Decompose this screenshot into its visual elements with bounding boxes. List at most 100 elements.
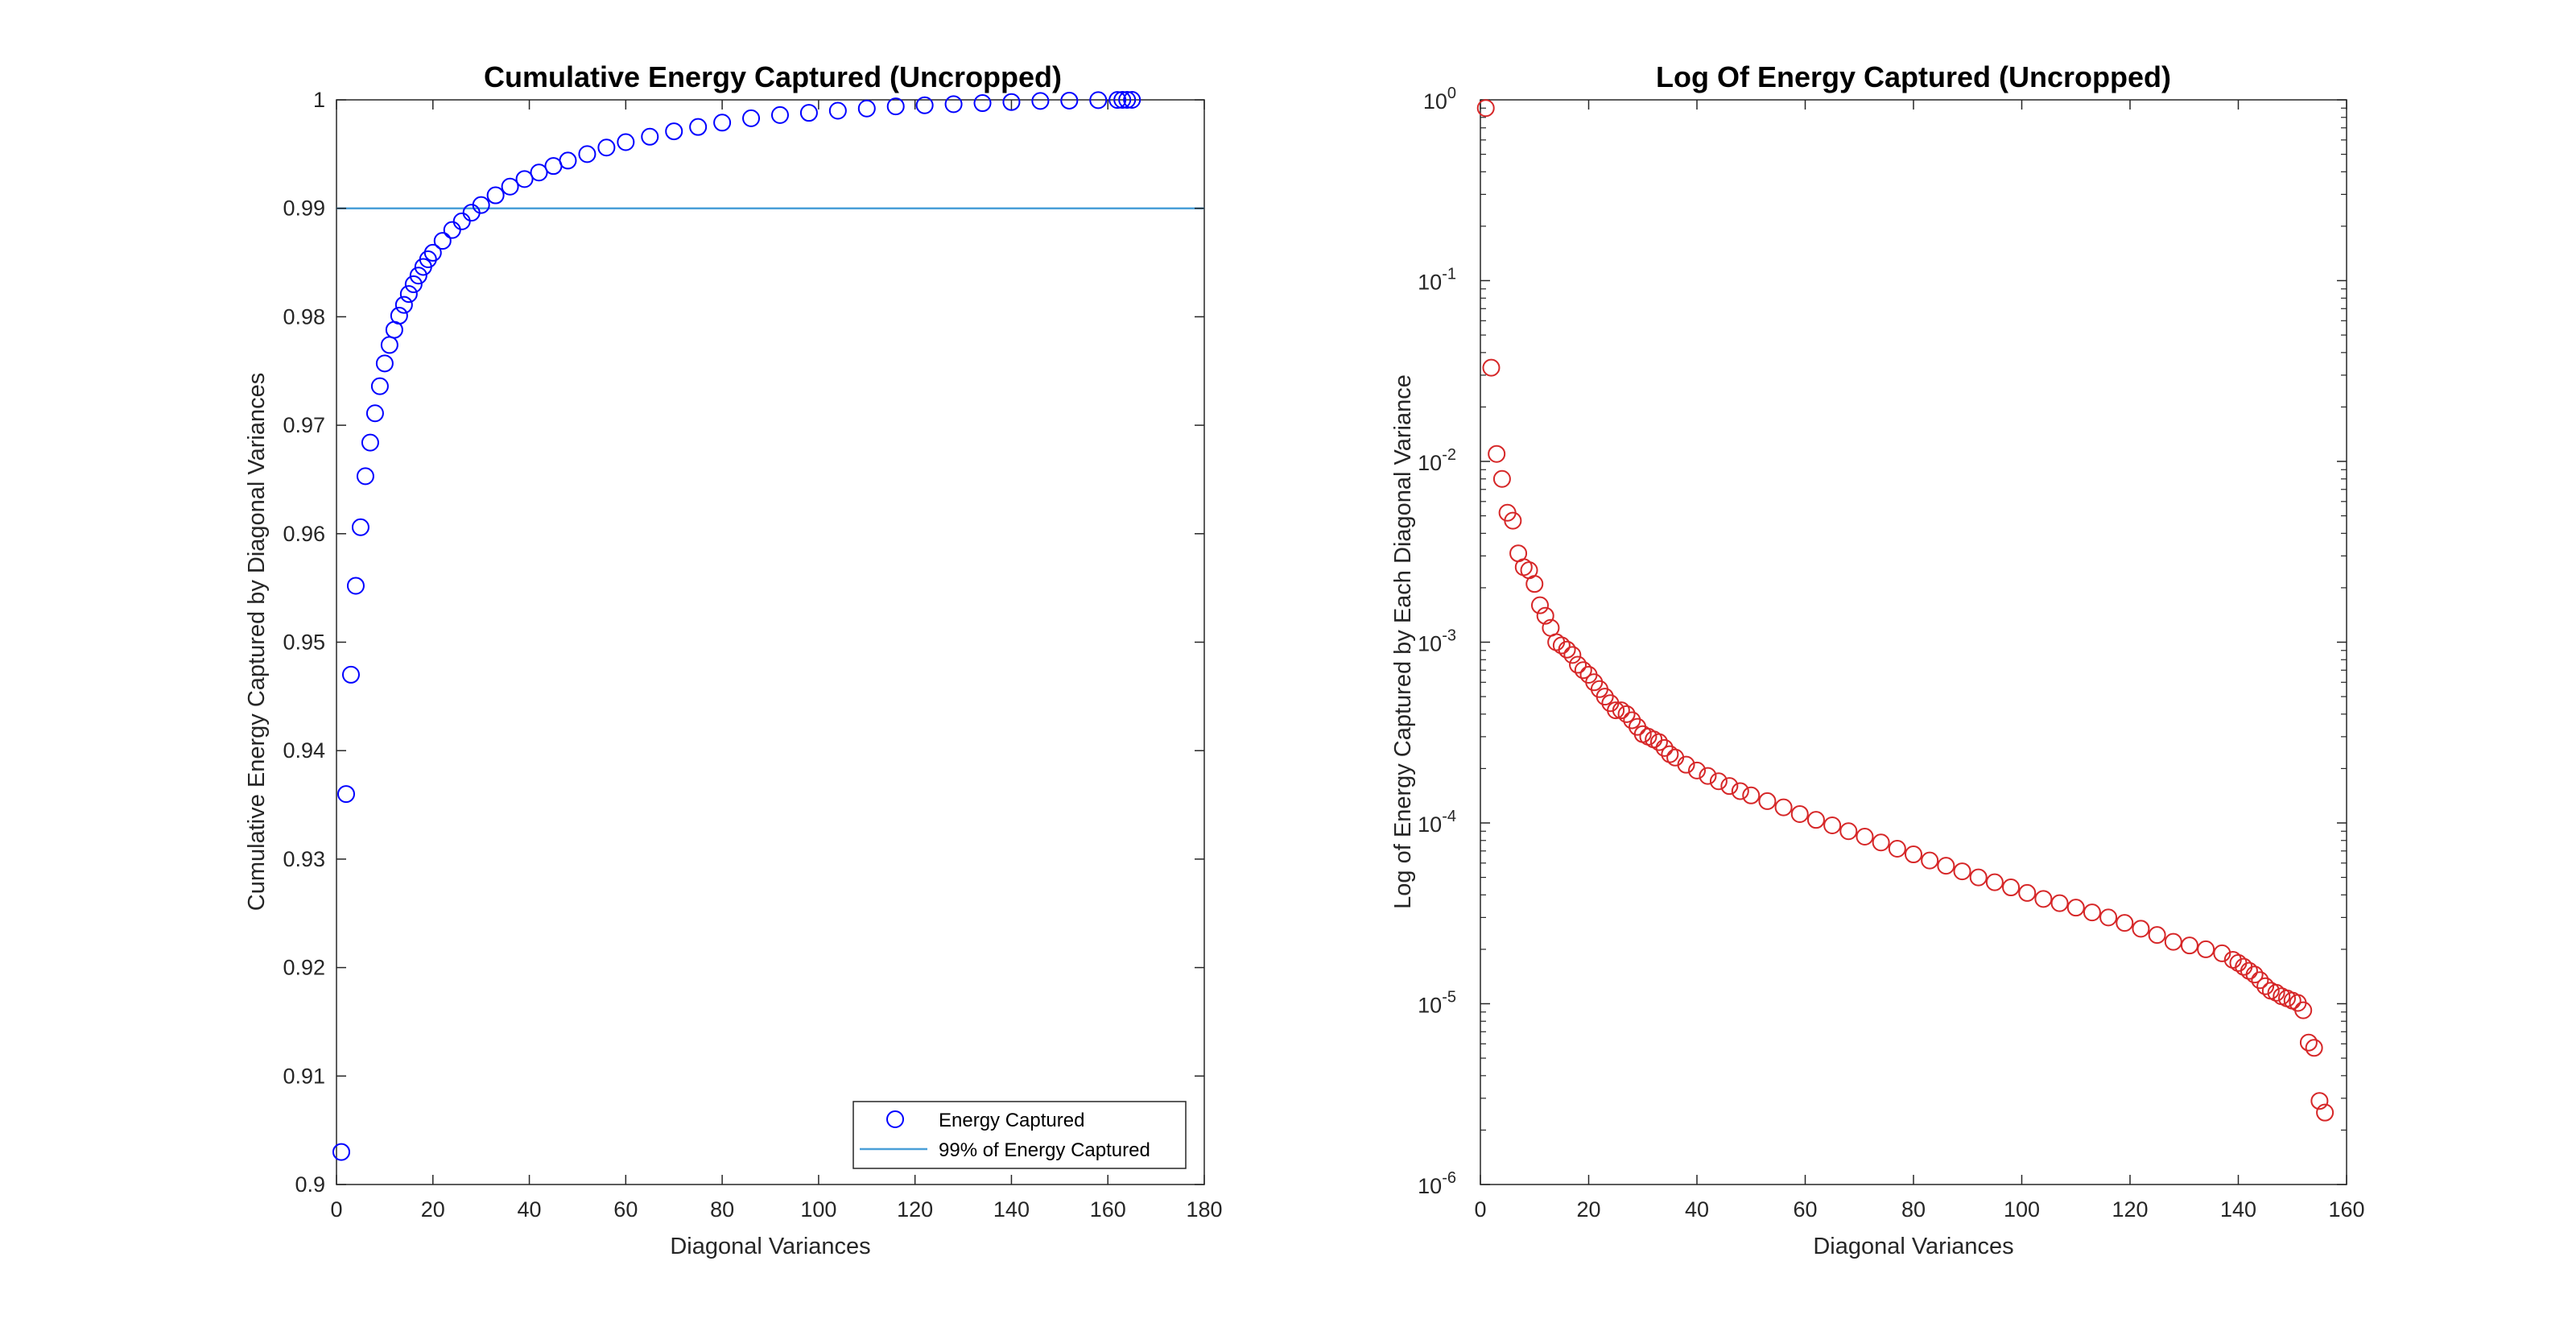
data-point xyxy=(1536,606,1554,625)
data-point xyxy=(1790,804,1809,823)
y-axis-label: Cumulative Energy Captured by Diagonal V… xyxy=(244,373,270,911)
x-tick-label: 100 xyxy=(800,1197,836,1222)
data-point xyxy=(1123,91,1141,109)
data-point xyxy=(501,177,519,196)
x-tick-label: 120 xyxy=(897,1197,933,1222)
data-point xyxy=(886,97,905,116)
y-tick-label: 10-6 xyxy=(1418,1169,1456,1198)
data-point xyxy=(2083,903,2101,922)
data-point xyxy=(1774,798,1793,817)
x-tick-label: 180 xyxy=(1186,1197,1222,1222)
data-point xyxy=(2251,971,2269,990)
data-point xyxy=(1731,782,1749,800)
data-point xyxy=(1607,701,1625,720)
data-point xyxy=(1720,777,1739,796)
data-point xyxy=(1488,444,1506,463)
x-tick-label: 60 xyxy=(613,1197,638,1222)
data-point xyxy=(1596,688,1614,706)
data-point xyxy=(2267,983,2285,1002)
data-point xyxy=(351,518,369,536)
plot-area xyxy=(1480,99,2347,1185)
data-point xyxy=(332,1143,350,1161)
data-point xyxy=(1612,701,1630,720)
data-point xyxy=(1552,636,1571,655)
data-point xyxy=(1823,816,1842,834)
data-point xyxy=(1688,761,1706,779)
data-point xyxy=(1985,873,2004,891)
data-point xyxy=(2180,936,2198,955)
data-point xyxy=(1677,755,1695,774)
legend-label-99: 99% of Energy Captured xyxy=(939,1139,1150,1161)
x-tick-label: 160 xyxy=(1090,1197,1126,1222)
data-point xyxy=(2034,890,2053,908)
data-point xyxy=(486,186,505,205)
data-point xyxy=(530,163,548,182)
data-point xyxy=(617,133,635,151)
data-point xyxy=(2305,1039,2323,1057)
data-point xyxy=(515,170,534,188)
data-point xyxy=(365,404,384,423)
data-point xyxy=(1969,868,1988,887)
x-tick-label: 0 xyxy=(330,1197,342,1222)
data-point xyxy=(689,118,708,136)
data-point xyxy=(973,94,992,113)
data-point xyxy=(2316,1103,2334,1122)
data-point xyxy=(944,95,963,114)
y-axis-label: Log of Energy Captured by Each Diagonal … xyxy=(1390,374,1416,909)
data-point xyxy=(2256,977,2275,995)
data-point xyxy=(2245,965,2264,984)
x-tick-label: 140 xyxy=(993,1197,1030,1222)
data-point xyxy=(346,577,365,595)
data-point xyxy=(742,109,761,127)
data-point xyxy=(915,96,934,114)
data-point xyxy=(1563,646,1582,664)
legend: Energy Captured 99% of Energy Captured xyxy=(852,1101,1187,1169)
data-point xyxy=(404,275,423,293)
data-point xyxy=(1839,822,1858,841)
data-point xyxy=(1856,827,1874,845)
data-point xyxy=(2164,932,2182,951)
y-tick-label: 0.98 xyxy=(283,304,325,329)
data-point xyxy=(1031,92,1050,110)
data-point xyxy=(341,665,360,684)
data-point xyxy=(1623,711,1641,730)
x-tick-label: 100 xyxy=(2004,1197,2040,1222)
data-points xyxy=(1476,99,2334,1122)
data-point xyxy=(2299,1033,2318,1052)
data-point xyxy=(770,105,789,124)
data-point xyxy=(472,196,490,214)
x-tick-label: 0 xyxy=(1474,1197,1486,1222)
data-point xyxy=(2002,879,2021,897)
data-point xyxy=(1108,91,1127,110)
legend-box xyxy=(852,1101,1187,1169)
data-point xyxy=(2148,926,2166,945)
data-point xyxy=(370,377,389,395)
data-point xyxy=(665,122,683,141)
y-tick-label: 0.91 xyxy=(283,1064,325,1088)
data-point xyxy=(857,99,876,118)
x-tick-label: 60 xyxy=(1793,1197,1817,1222)
x-axis-label: Diagonal Variances xyxy=(670,1234,870,1259)
data-point xyxy=(1089,91,1108,110)
data-point xyxy=(1921,851,1939,870)
plot-area xyxy=(336,99,1205,1185)
data-point xyxy=(1937,857,1955,875)
y-tick-label: 0.97 xyxy=(283,413,325,437)
x-tick-label: 20 xyxy=(421,1197,445,1222)
y-tick-label: 10-3 xyxy=(1418,627,1456,656)
legend-marker-energy xyxy=(886,1110,904,1128)
data-point xyxy=(578,145,597,163)
data-point xyxy=(1492,469,1511,488)
x-axis-label: Diagonal Variances xyxy=(1813,1234,2013,1259)
y-tick-label: 0.93 xyxy=(283,847,325,871)
data-point xyxy=(799,104,818,122)
data-point xyxy=(1699,767,1717,785)
data-point xyxy=(1888,840,1906,858)
y-tick-label: 0.92 xyxy=(283,956,325,980)
chart-title: Log Of Energy Captured (Uncropped) xyxy=(1656,60,2171,93)
y-tick-label: 10-5 xyxy=(1418,989,1456,1018)
data-point xyxy=(433,232,452,250)
data-point xyxy=(1742,786,1761,804)
data-point xyxy=(1905,845,1922,864)
